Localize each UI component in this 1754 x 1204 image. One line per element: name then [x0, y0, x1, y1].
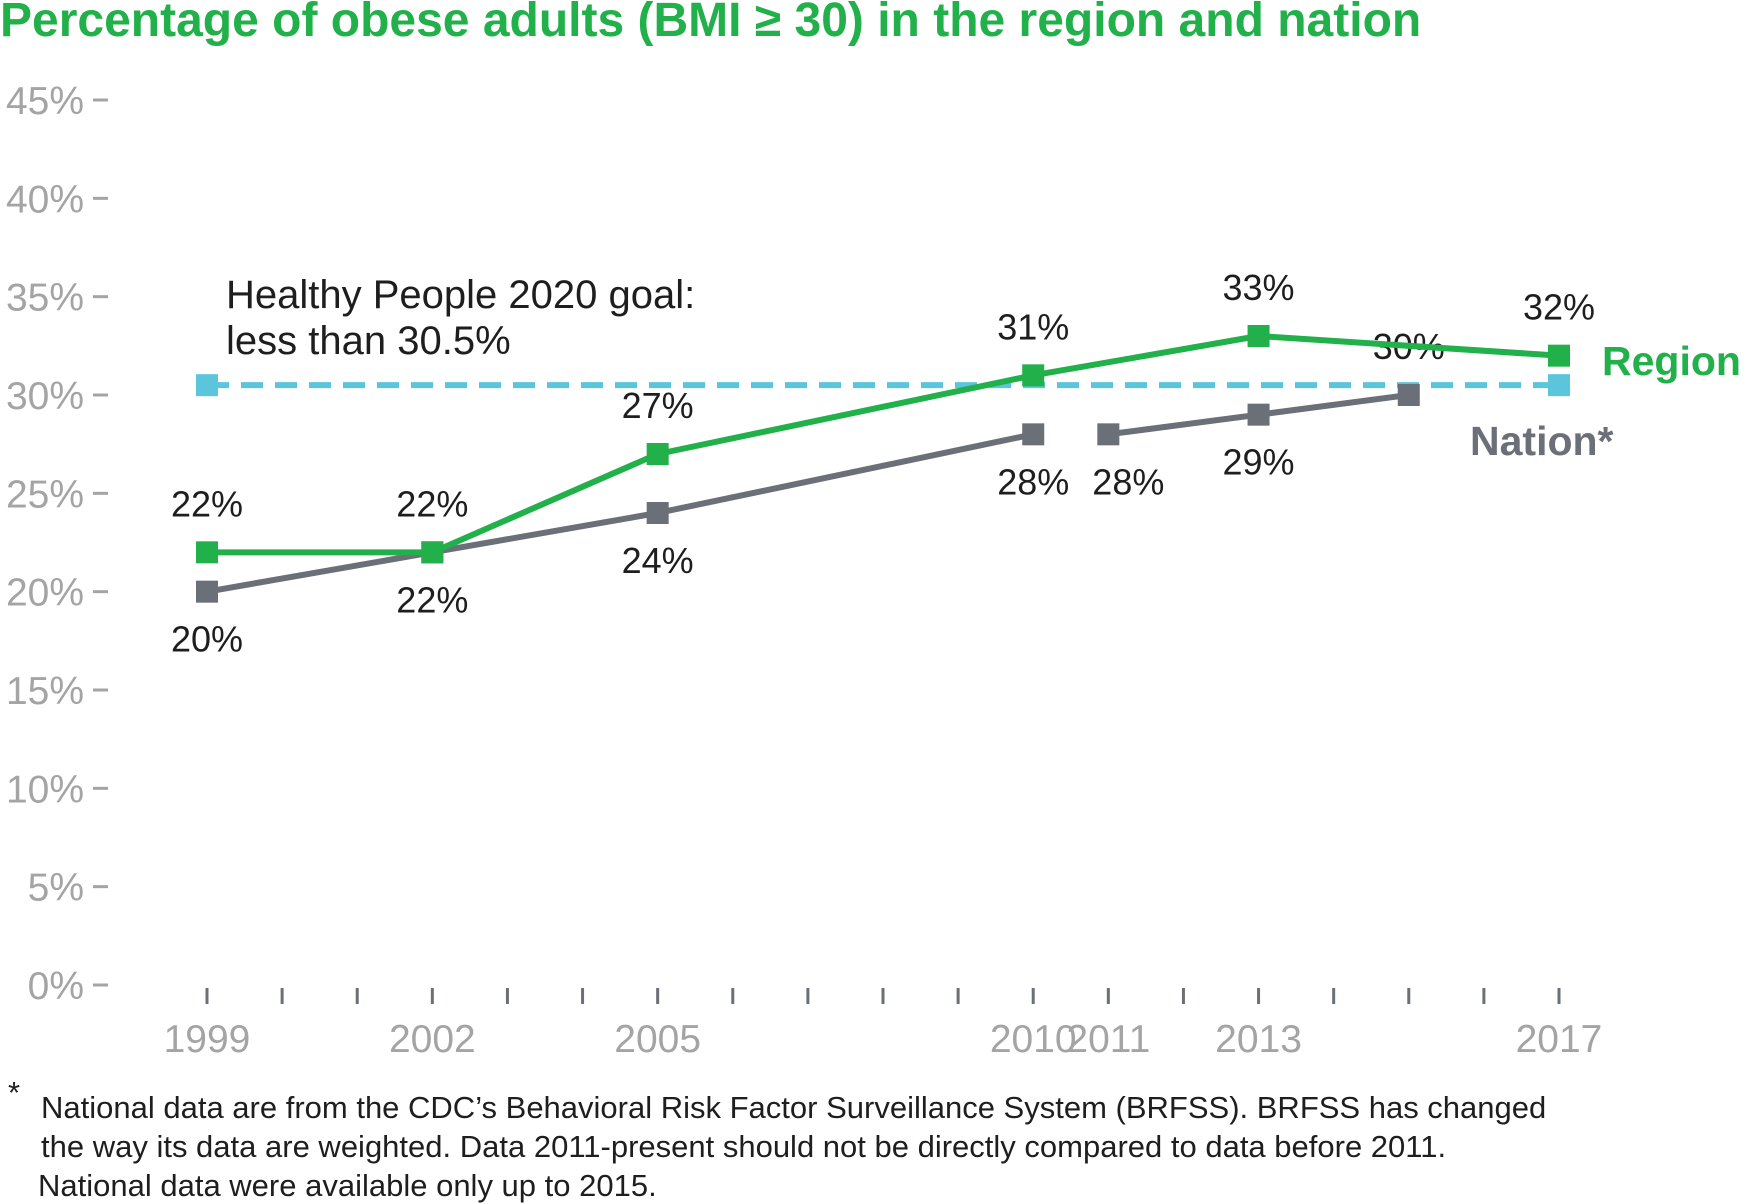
series-line [206, 431, 1034, 595]
goal-line-marker [1548, 374, 1570, 397]
y-axis: 0% 5% 10% 15% 20% 25% 30% 35% 40% 45% [6, 80, 108, 1008]
y-tick-label: 5% [28, 867, 84, 910]
data-label: 31% [997, 306, 1069, 347]
y-tick-label: 45% [6, 80, 84, 123]
data-label: 28% [997, 461, 1069, 502]
x-tick-label: 2010 [990, 1018, 1077, 1061]
data-point-marker [421, 541, 444, 564]
y-tick-label: 15% [6, 670, 84, 713]
data-point-marker [1247, 325, 1270, 347]
x-tick-label: 2013 [1215, 1018, 1302, 1061]
y-tick-label: 25% [6, 473, 84, 516]
data-label: 33% [1223, 267, 1295, 308]
data-point-marker [1548, 344, 1570, 367]
goal-note-line-2: less than 30.5% [226, 319, 511, 363]
data-point-marker [646, 502, 669, 524]
y-tick-label: 10% [6, 768, 84, 811]
nation-series-label: Nation* [1470, 418, 1614, 464]
nation-series: 20%22%24%28% 28% 29%30% [171, 326, 1445, 660]
data-label: 22% [396, 483, 468, 524]
x-tick-label: 2011 [1066, 1018, 1150, 1061]
x-tick-label: 1999 [164, 1018, 251, 1061]
region-series: 22% 22% 27% 31% 33% 32% [171, 267, 1595, 564]
data-point-marker [196, 541, 218, 564]
data-label: 28% [1092, 461, 1164, 502]
data-point-marker [196, 580, 218, 603]
data-label: 22% [396, 579, 468, 620]
data-label: 20% [171, 619, 243, 660]
data-point-marker [1022, 423, 1045, 446]
data-point-marker [1097, 423, 1120, 446]
footnote-line-2: the way its data are weighted. Data 2011… [41, 1129, 1446, 1164]
x-tick-label: 2002 [389, 1018, 476, 1061]
x-tick-label: 2005 [614, 1018, 701, 1061]
data-point-marker [1397, 384, 1420, 406]
chart-title: Percentage of obese adults (BMI ≥ 30) in… [0, 0, 1421, 47]
y-tick-label: 20% [6, 572, 84, 615]
data-label: 24% [622, 540, 694, 581]
x-tick-label: 2017 [1516, 1018, 1603, 1061]
reference-line-group [196, 374, 1570, 397]
footnote-line-3: National data were available only up to … [38, 1168, 657, 1203]
y-tick-label: 40% [6, 178, 84, 221]
footnote-line-1: National data are from the CDC’s Behavio… [41, 1090, 1546, 1125]
goal-note-line-1: Healthy People 2020 goal: [226, 273, 695, 317]
region-series-label: Region [1602, 338, 1741, 384]
y-tick-label: 35% [6, 277, 84, 320]
y-tick-label: 30% [6, 375, 84, 418]
data-label: 29% [1223, 442, 1295, 483]
data-point-marker [1247, 403, 1270, 426]
data-label: 22% [171, 483, 243, 524]
data-label: 27% [622, 385, 694, 426]
footnote-marker: * [8, 1075, 20, 1110]
y-tick-label: 0% [28, 965, 84, 1008]
series-line [207, 333, 1560, 556]
data-point-marker [1022, 364, 1045, 387]
data-point-marker [646, 443, 669, 465]
goal-line-marker [196, 374, 218, 397]
data-label: 32% [1523, 287, 1595, 328]
